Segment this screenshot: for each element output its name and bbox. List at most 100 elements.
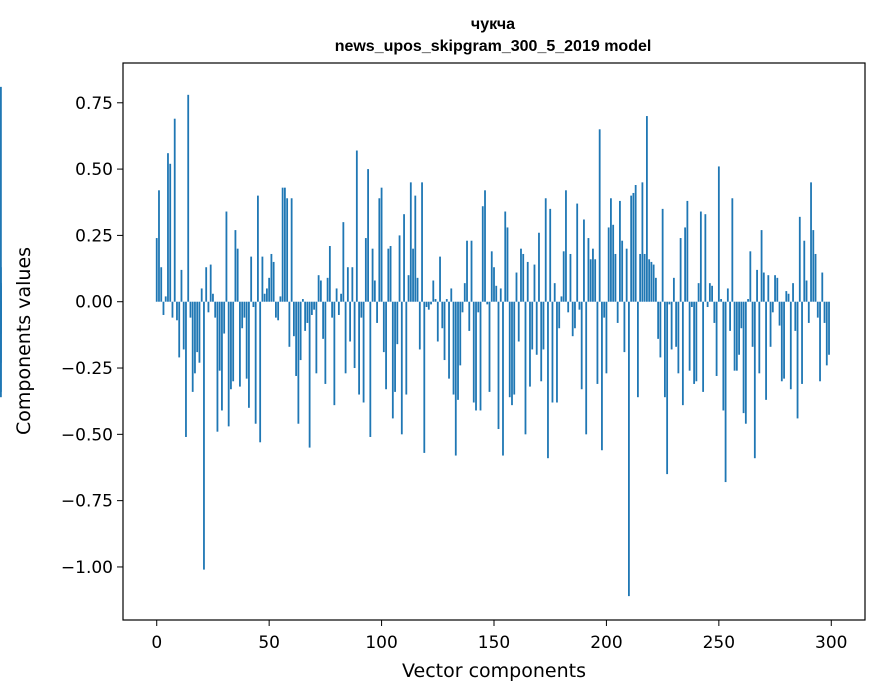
bar	[787, 293, 790, 302]
bar	[497, 301, 500, 430]
y-axis-label: Components values	[13, 247, 35, 435]
bar	[335, 288, 338, 302]
bar	[632, 192, 635, 302]
x-tick-label: 300	[815, 633, 847, 653]
bar	[583, 219, 585, 302]
bar	[169, 163, 172, 302]
bar	[657, 301, 660, 339]
bar	[178, 301, 181, 358]
bar	[756, 269, 758, 302]
bar	[484, 190, 486, 302]
bar	[445, 299, 448, 302]
bar	[259, 301, 262, 443]
bar	[261, 256, 264, 302]
bar	[693, 301, 696, 384]
bar	[553, 283, 556, 302]
bar	[200, 288, 203, 302]
bar	[544, 198, 547, 302]
bar	[416, 277, 419, 302]
bar	[699, 211, 702, 302]
bar	[358, 301, 360, 395]
bar	[205, 267, 208, 302]
bar	[301, 299, 304, 302]
bar	[164, 296, 167, 302]
bar	[234, 230, 237, 302]
bar	[769, 301, 772, 347]
bar	[556, 301, 558, 403]
bar	[477, 301, 480, 313]
bar	[601, 301, 603, 451]
bar	[432, 280, 435, 302]
bar	[275, 301, 277, 318]
bar	[198, 301, 201, 363]
x-axis: 0 50 100 150 200 250 300	[151, 620, 847, 653]
bar	[196, 301, 199, 353]
bar	[742, 301, 745, 414]
bar	[187, 94, 190, 302]
bar	[236, 248, 239, 302]
bar	[425, 301, 428, 308]
bar	[230, 301, 232, 390]
bar	[310, 301, 313, 315]
bar	[448, 301, 450, 379]
bar	[646, 116, 648, 302]
bar	[675, 301, 678, 347]
bar	[272, 261, 275, 302]
bar	[522, 253, 525, 302]
bar	[349, 301, 351, 342]
bar	[722, 301, 725, 411]
bar	[281, 187, 284, 302]
x-tick-label: 100	[365, 633, 397, 653]
bar	[364, 238, 367, 302]
bar	[391, 301, 394, 419]
bar	[776, 277, 779, 302]
chart-title: чукча	[471, 16, 515, 33]
bar	[695, 301, 698, 382]
bar	[506, 227, 509, 302]
bar	[185, 301, 187, 437]
bar	[621, 240, 624, 302]
bar	[412, 248, 414, 302]
bar	[535, 301, 538, 355]
bar	[360, 301, 363, 318]
bar	[371, 248, 374, 302]
bar	[690, 301, 693, 308]
bar	[592, 248, 594, 302]
bar	[562, 251, 565, 302]
bar	[214, 301, 217, 318]
bar	[407, 275, 410, 302]
bar	[751, 301, 754, 347]
bar	[333, 301, 336, 406]
bar	[531, 301, 534, 350]
bar	[250, 256, 253, 302]
bar	[778, 301, 781, 326]
bar	[423, 301, 426, 453]
bar	[243, 301, 246, 318]
bar	[558, 301, 561, 329]
bar	[652, 264, 655, 302]
bar	[823, 301, 826, 323]
bar	[812, 230, 815, 302]
bar	[434, 299, 437, 302]
bar	[394, 301, 396, 392]
bar	[466, 240, 468, 302]
bar	[232, 301, 235, 382]
bar	[418, 301, 421, 350]
bar	[405, 301, 408, 395]
bar	[717, 166, 720, 302]
bar	[630, 195, 633, 302]
bar	[155, 238, 158, 302]
bar	[239, 301, 241, 387]
bar	[765, 301, 767, 400]
bar	[747, 299, 749, 302]
bar	[672, 277, 675, 302]
bar	[421, 182, 423, 302]
bar	[684, 227, 687, 302]
bar	[454, 301, 457, 456]
bar	[290, 198, 293, 302]
bar	[574, 301, 576, 329]
bar	[499, 288, 502, 302]
bar	[313, 301, 316, 310]
bar	[670, 301, 673, 350]
